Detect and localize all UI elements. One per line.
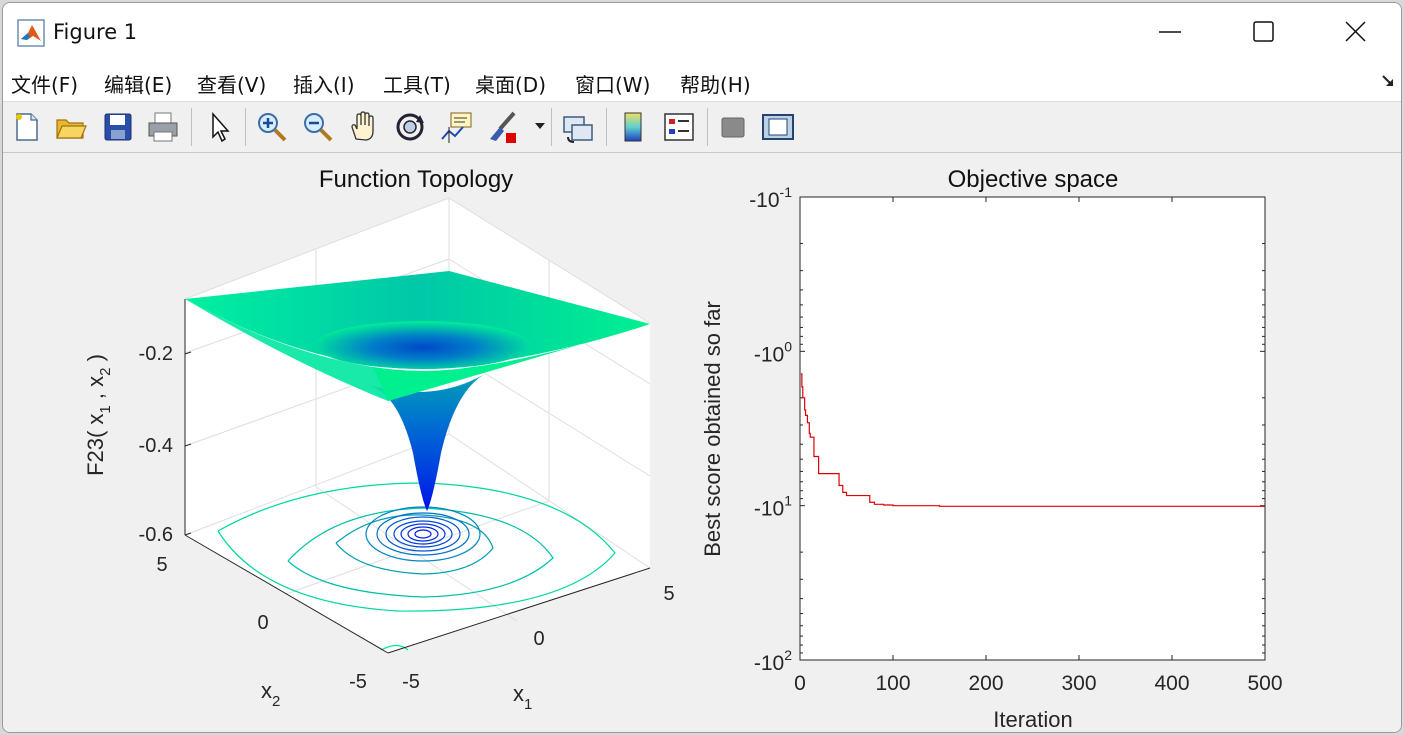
plot-area xyxy=(799,196,1266,661)
show-plot-tools-icon[interactable] xyxy=(760,109,796,145)
dock-arrow-icon[interactable] xyxy=(1381,74,1395,88)
open-file-icon[interactable] xyxy=(53,109,89,145)
objective-ticks: 0 100 200 300 400 500 -10-1 -100 -101 -102 xyxy=(749,184,1282,695)
figure-canvas: Function Topology xyxy=(3,153,1401,732)
zoom-in-icon[interactable] xyxy=(254,109,290,145)
z-tick xyxy=(184,532,192,536)
maximize-icon xyxy=(1253,21,1274,42)
matlab-logo-icon xyxy=(17,19,45,47)
minimize-button[interactable] xyxy=(1123,3,1217,61)
close-button[interactable] xyxy=(1309,3,1401,61)
y-tick-label: 5 xyxy=(156,554,167,576)
menu-edit[interactable]: 编辑(E) xyxy=(104,73,173,97)
x-tick-label: -5 xyxy=(402,671,420,693)
zoom-out-icon[interactable] xyxy=(300,109,336,145)
rotate-3d-icon[interactable] xyxy=(392,109,428,145)
z-tick xyxy=(184,351,192,355)
window-title: Figure 1 xyxy=(53,20,138,44)
toolbar xyxy=(3,102,1401,153)
legend-icon[interactable] xyxy=(661,109,697,145)
menu-desktop[interactable]: 桌面(D) xyxy=(475,73,547,97)
y-tick-label: -102 xyxy=(754,647,792,675)
title-bar: Figure 1 xyxy=(3,3,1401,61)
y-tick-label: -10-1 xyxy=(749,184,792,212)
close-icon xyxy=(1345,21,1366,42)
x-tick-label: 5 xyxy=(663,583,674,605)
pan-hand-icon[interactable] xyxy=(346,109,382,145)
surface-dish xyxy=(315,321,531,369)
contour-lines xyxy=(217,482,616,651)
y-tick-label: -100 xyxy=(754,338,792,366)
z-tick-label: -0.6 xyxy=(139,524,173,546)
x-tick-label: 400 xyxy=(1154,672,1189,695)
surface-funnel xyxy=(368,375,483,511)
objective-y-label: Best score obtained so far xyxy=(700,301,725,557)
z-axis-label: F23( x1 , x2 ) xyxy=(83,354,114,476)
figure-svg: Function Topology xyxy=(83,166,1283,732)
y-tick-label: 0 xyxy=(257,612,268,634)
objective-x-label: Iteration xyxy=(993,707,1073,732)
print-icon[interactable] xyxy=(145,109,181,145)
z-tick-label: -0.4 xyxy=(139,435,173,457)
objective-plot: Objective space 0 100 200 300 400 500 -10-1 -10… xyxy=(700,166,1283,732)
menu-help[interactable]: 帮助(H) xyxy=(680,73,751,97)
menu-view[interactable]: 查看(V) xyxy=(197,73,267,97)
toolbar-separator xyxy=(245,108,246,146)
y-axis-label: x2 xyxy=(261,678,280,710)
z-tick-label: -0.2 xyxy=(139,343,173,365)
toolbar-separator xyxy=(191,108,192,146)
x-axis-line xyxy=(387,567,651,654)
toolbar-separator xyxy=(551,108,552,146)
y-tick-label: -101 xyxy=(754,493,792,521)
chevron-down-icon[interactable] xyxy=(535,123,545,131)
series-line xyxy=(800,373,1265,507)
surface-front-right xyxy=(373,324,650,401)
menu-tools[interactable]: 工具(T) xyxy=(383,73,451,97)
brush-icon[interactable] xyxy=(486,109,522,145)
x-tick-label: 100 xyxy=(875,672,910,695)
x-tick-label: 200 xyxy=(968,672,1003,695)
menu-bar: 文件(F) 编辑(E) 查看(V) 插入(I) 工具(T) 桌面(D) 窗口(W… xyxy=(3,61,1401,102)
maximize-button[interactable] xyxy=(1217,3,1311,61)
colorbar-icon[interactable] xyxy=(615,109,651,145)
minimize-icon xyxy=(1159,31,1181,33)
x-axis-label: x1 xyxy=(513,681,532,713)
toolbar-separator xyxy=(707,108,708,146)
surface-back xyxy=(185,271,650,369)
x-tick-label: 0 xyxy=(533,628,544,650)
data-cursor-icon[interactable] xyxy=(439,109,475,145)
surface-title: Function Topology xyxy=(319,166,513,193)
y-axis-line xyxy=(184,534,389,654)
z-tick xyxy=(184,443,192,447)
objective-title: Objective space xyxy=(948,166,1119,193)
x-tick-label: 0 xyxy=(794,672,806,695)
x-tick-label: 300 xyxy=(1061,672,1096,695)
link-plot-icon[interactable] xyxy=(560,109,596,145)
new-figure-icon[interactable] xyxy=(9,109,45,145)
menu-insert[interactable]: 插入(I) xyxy=(293,73,355,97)
menu-file[interactable]: 文件(F) xyxy=(11,73,79,97)
y-tick-label: -5 xyxy=(349,671,367,693)
toolbar-separator xyxy=(606,108,607,146)
menu-window[interactable]: 窗口(W) xyxy=(575,73,651,97)
hide-plot-tools-icon[interactable] xyxy=(715,109,751,145)
pointer-icon[interactable] xyxy=(201,109,237,145)
save-icon[interactable] xyxy=(100,109,136,145)
surface-plot: Function Topology xyxy=(83,166,675,713)
x-tick-label: 500 xyxy=(1247,672,1282,695)
